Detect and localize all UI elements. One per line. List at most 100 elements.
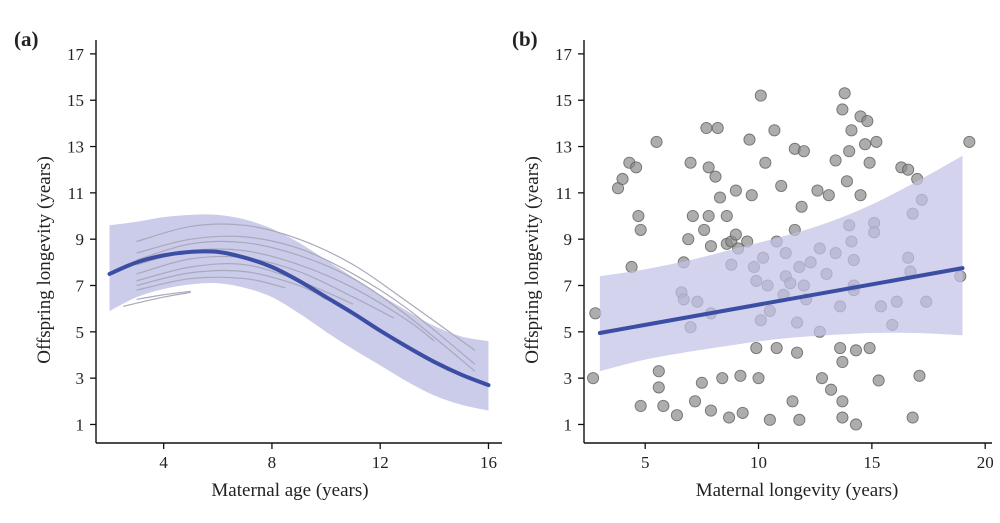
panel-b-x-tick-label: 10: [750, 453, 767, 472]
panel-b-data-point: [825, 383, 838, 396]
panel-b-label: (b): [512, 27, 538, 51]
panel-b-data-point: [625, 260, 638, 274]
panel-b-data-point: [829, 154, 842, 167]
panel-a-y-tick-label: 9: [76, 230, 85, 249]
panel-b-data-point: [870, 135, 883, 148]
panel-a-individual-curve: [136, 269, 327, 300]
panel-b-y-axis-title: Offspring longevity (years): [522, 156, 543, 364]
panel-b-data-point: [836, 411, 849, 424]
panel-b-y-tick-label: 1: [564, 415, 573, 434]
panel-b-y-tick-label: 5: [564, 323, 573, 342]
panel-b-data-point: [632, 209, 645, 223]
panel-b-data-point: [689, 395, 702, 408]
panel-b-y-tick-label: 3: [564, 369, 573, 388]
panel-b-data-point: [734, 369, 747, 382]
panel-a-y-tick-label: 13: [67, 138, 84, 157]
panel-a-individual-curve: [136, 255, 395, 319]
panel-a-y-tick-label: 3: [76, 369, 85, 388]
panel-b-data-point: [670, 409, 683, 422]
panel-b-data-point: [702, 209, 715, 223]
panel-b-data-point: [698, 223, 711, 236]
panel-b-data-point: [754, 89, 767, 102]
panel-b-data-point: [695, 376, 708, 389]
panel-b-data-point: [840, 175, 853, 188]
panel-b-data-point: [836, 355, 849, 368]
panel-b-data-point: [822, 189, 835, 202]
panel-b-data-point: [745, 189, 758, 202]
panel-b-data-point: [716, 372, 729, 385]
panel-b-data-point: [906, 411, 919, 424]
panel-b-data-point: [849, 418, 863, 431]
panel-b-data-point: [836, 395, 849, 408]
panel-b-data-point: [652, 381, 665, 394]
panel-b-x-tick-label: 5: [641, 453, 650, 472]
panel-a-individual-curve: [136, 290, 191, 300]
panel-b-x-tick-label: 15: [863, 453, 880, 472]
panel-b-data-point: [657, 399, 670, 412]
panel-b-data-point: [634, 223, 647, 236]
panel-a-plot-area: [107, 214, 491, 411]
panel-b-data-point: [854, 189, 867, 202]
panel-a-fit-line: [107, 249, 491, 388]
panel-a-label: (a): [14, 27, 39, 51]
panel-b-y-tick-label: 9: [564, 230, 573, 249]
panel-a-x-tick-label: 4: [159, 453, 168, 472]
panel-b-data-point: [743, 133, 756, 146]
panel-a-x-tick-label: 12: [372, 453, 389, 472]
panel-b-data-point: [863, 341, 876, 355]
panel-a-y-tick-label: 1: [76, 415, 85, 434]
panel-b-data-point: [616, 172, 629, 186]
panel-b-y-tick-label: 17: [555, 45, 573, 64]
panel-b-data-point: [702, 161, 715, 174]
panel-b-y-tick-label: 11: [556, 184, 572, 203]
panel-b-data-point: [859, 138, 872, 151]
panel-a-individual-curve: [136, 235, 476, 365]
panel-a-y-tick-label: 15: [67, 91, 84, 110]
panel-a-y-axis-title: Offspring longevity (years): [34, 156, 55, 364]
panel-b-data-point: [768, 124, 781, 137]
panel-b-data-point: [704, 240, 717, 253]
panel-b-data-point: [736, 406, 749, 419]
panel-a-y-tick-label: 17: [67, 45, 85, 64]
panel-a-individual-curve: [136, 276, 286, 291]
panel-b-data-point: [963, 135, 976, 148]
panel-b-data-point: [770, 341, 783, 355]
panel-b-data-point: [791, 346, 804, 359]
panel-a-x-tick-label: 16: [480, 453, 497, 472]
panel-b-data-point: [815, 372, 829, 385]
panel-a-x-tick-label: 8: [268, 453, 277, 472]
panel-b-data-point: [686, 209, 699, 223]
panel-b-regression-line: [597, 266, 965, 335]
panel-a-y-tick-label: 7: [76, 277, 85, 296]
panel-a-individual-curve: [136, 240, 476, 372]
panel-b-y-tick-label: 13: [555, 138, 572, 157]
panel-a-x-axis-title: Maternal age (years): [211, 480, 368, 501]
panel-b-data-point: [589, 307, 602, 320]
panel-b-data-point: [759, 156, 772, 169]
panel-a-individual-curve: [136, 223, 476, 351]
panel-b-data-point: [863, 156, 876, 169]
panel-b-data-point: [838, 87, 851, 100]
panel-b-data-point: [795, 200, 808, 213]
panel-b-data-point: [834, 341, 847, 355]
panel-b-data-point: [902, 163, 915, 176]
panel-b-data-point: [811, 184, 824, 197]
panel-b-data-point: [630, 161, 643, 174]
panel-b-data-point: [786, 395, 799, 408]
panel-a-y-tick-label: 5: [76, 323, 85, 342]
panel-a-individual-curve: [122, 291, 191, 307]
panel-b-data-point: [913, 369, 926, 382]
panel-a-y-tick-label: 11: [68, 184, 84, 203]
panel-b-data-point: [729, 184, 742, 197]
panel-b-data-point: [750, 341, 763, 355]
panel-b-data-point: [845, 124, 858, 137]
panel-b-data-point: [682, 233, 695, 246]
panel-b-data-point: [684, 156, 697, 169]
panel-b-data-point: [711, 121, 724, 135]
panel-b-y-tick-label: 7: [564, 277, 573, 296]
